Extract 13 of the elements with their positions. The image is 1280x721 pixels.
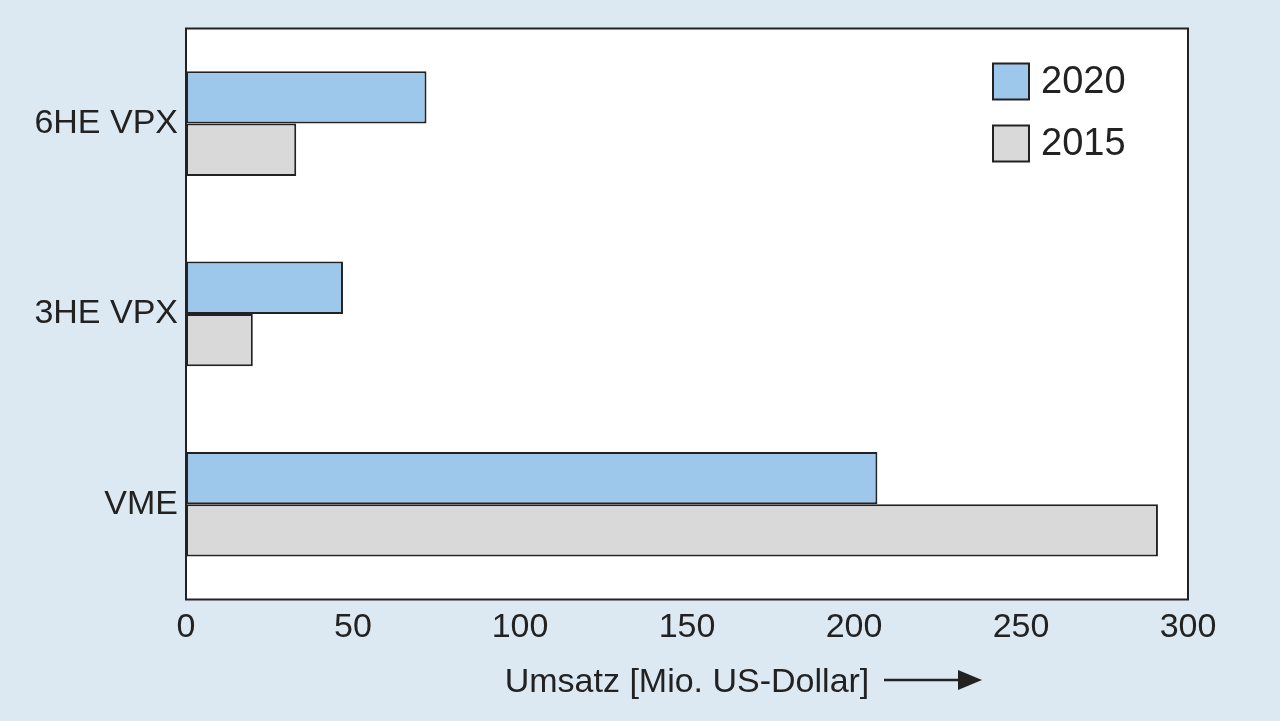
legend-label: 2020 bbox=[1041, 58, 1126, 101]
y-tick-label: 6HE VPX bbox=[34, 101, 178, 140]
x-tick-label: 150 bbox=[658, 606, 716, 645]
x-tick-label: 0 bbox=[176, 606, 196, 645]
x-tick-label: 100 bbox=[491, 606, 549, 645]
legend-label: 2015 bbox=[1041, 120, 1126, 163]
x-axis-title: Umsatz [Mio. US-Dollar] bbox=[504, 660, 870, 699]
y-tick-label: 3HE VPX bbox=[34, 292, 178, 331]
x-tick-label: 200 bbox=[825, 606, 883, 645]
x-tick-label: 50 bbox=[334, 606, 372, 645]
x-tick-label: 300 bbox=[1159, 606, 1217, 645]
x-tick-label: 250 bbox=[992, 606, 1050, 645]
y-tick-label: VME bbox=[104, 482, 178, 521]
